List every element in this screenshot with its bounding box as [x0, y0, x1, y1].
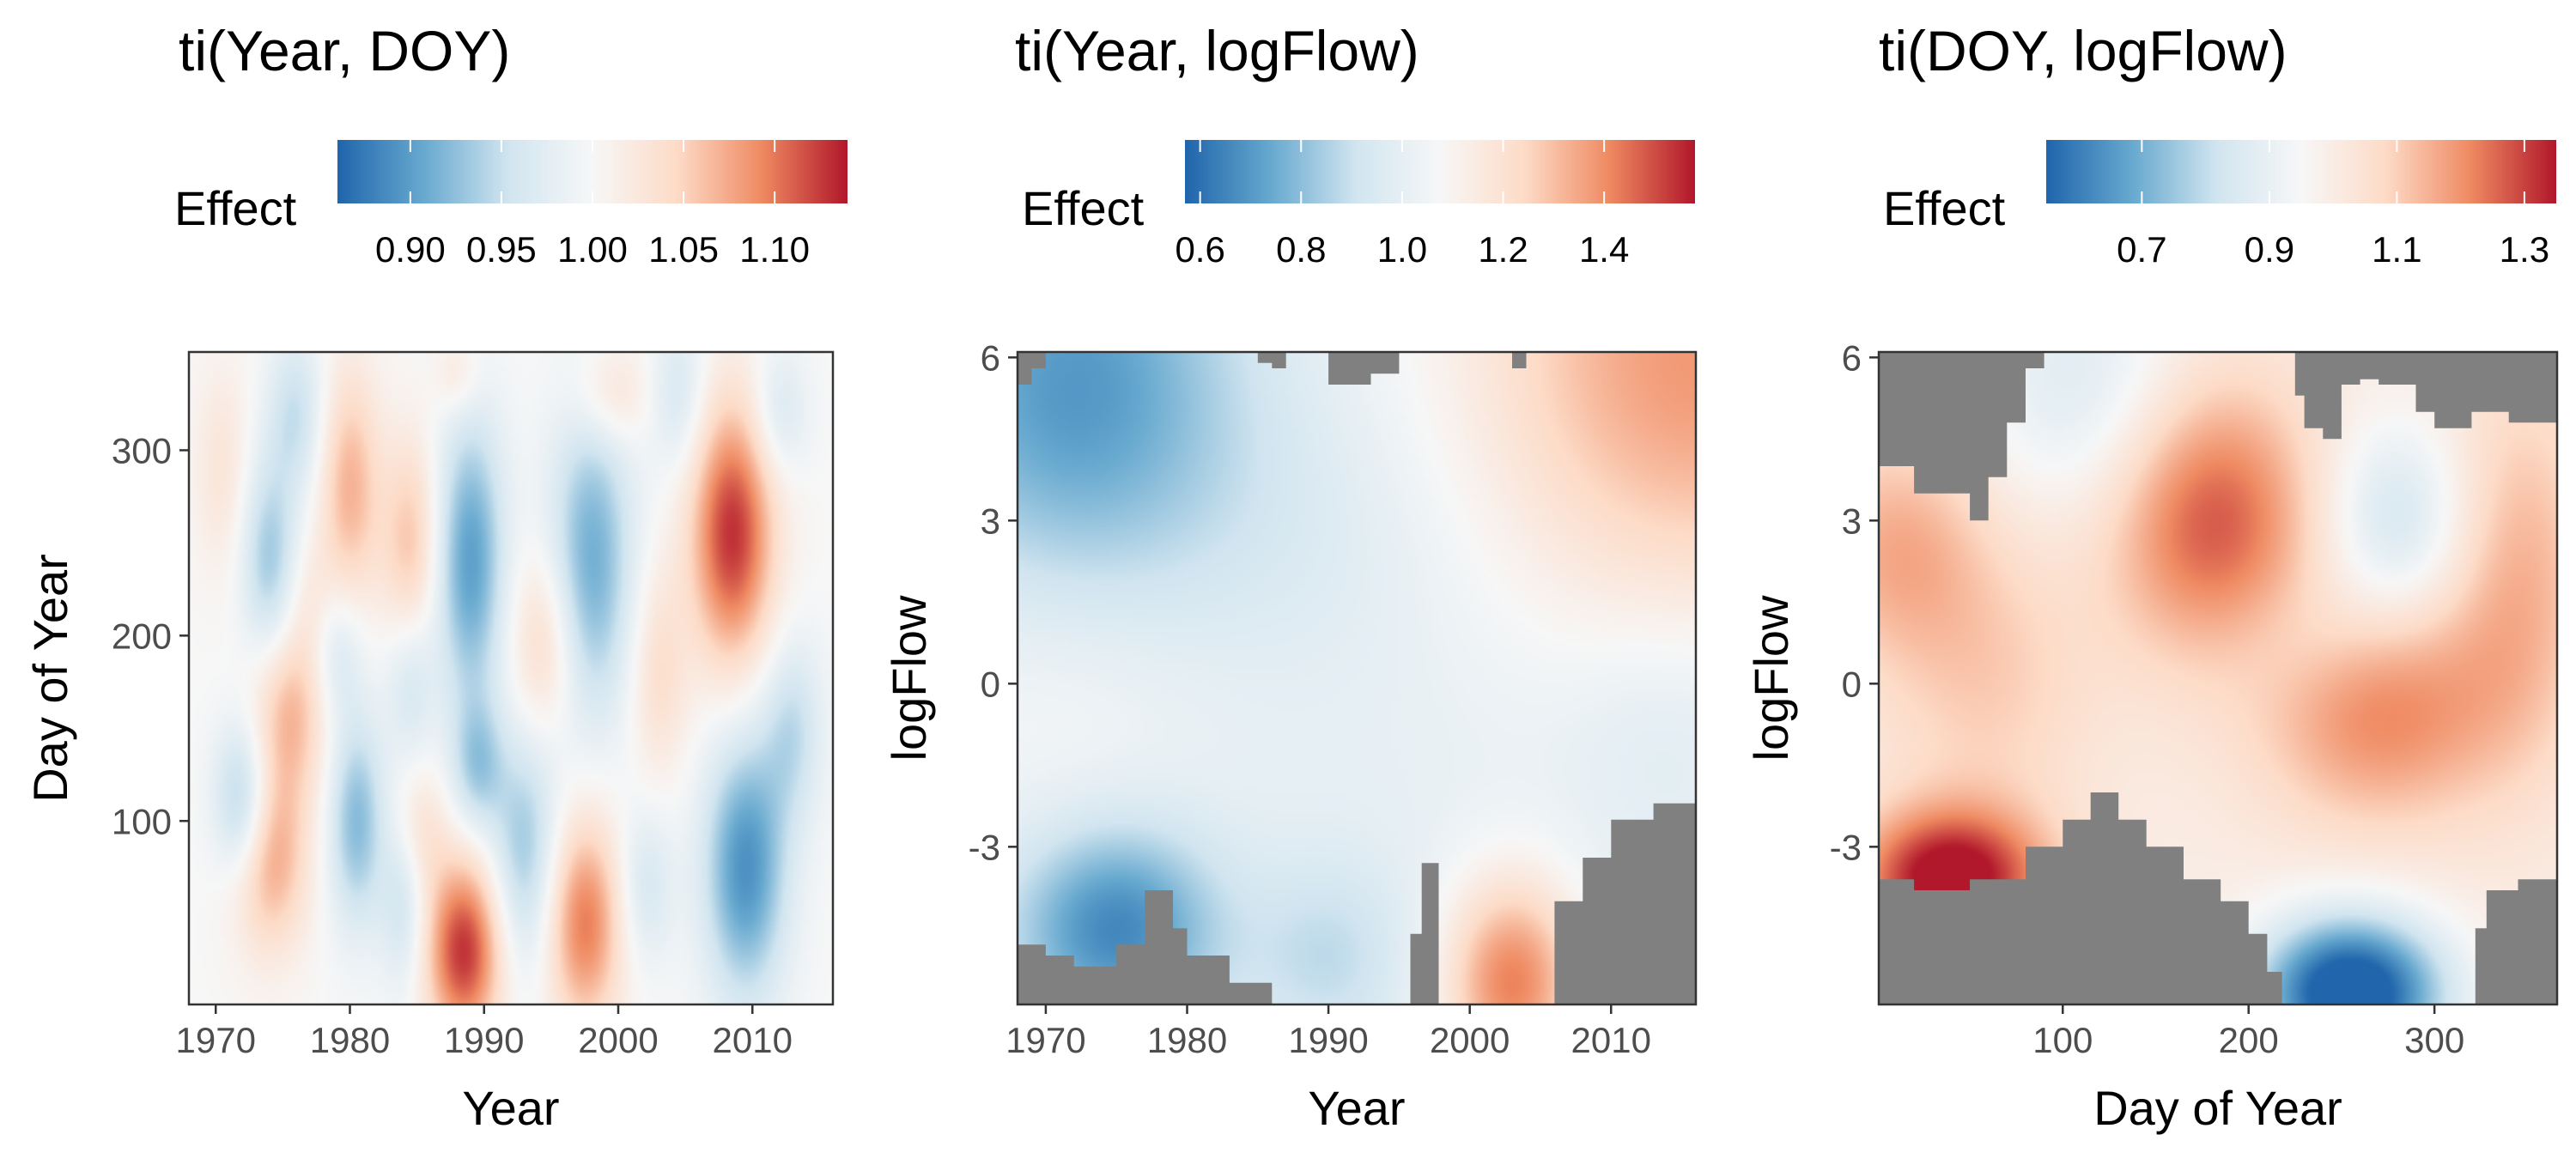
legend-tick-label: 0.9 [2245, 229, 2294, 270]
x-tick-label: 2000 [1430, 1020, 1510, 1060]
y-tick-label: 3 [1842, 501, 1862, 541]
y-tick-label: 300 [112, 430, 172, 470]
no-data-region [2294, 352, 2557, 440]
no-data-regions [1018, 352, 1696, 1004]
y-axis-title: logFlow [882, 595, 936, 762]
y-tick-label: 0 [981, 664, 1000, 704]
y-tick-label: 100 [112, 801, 172, 841]
x-tick-label: 1980 [310, 1020, 390, 1060]
axes [1869, 356, 2436, 1014]
no-data-region [1512, 352, 1527, 368]
x-axis-title: Year [1308, 1081, 1405, 1135]
legend-ticks [409, 140, 776, 203]
panel-year-doy: ti(Year, DOY) Effect 0.90 0.95 1.00 1.05… [23, 19, 848, 1135]
x-tick-label: 2000 [578, 1020, 658, 1060]
legend-tick-label: 1.1 [2372, 229, 2421, 270]
x-tick-label: 2010 [1571, 1020, 1651, 1060]
no-data-region [1328, 352, 1400, 385]
no-data-region [1257, 352, 1286, 368]
plot-panel-border [187, 350, 835, 1006]
legend-colorbar-fill [2046, 140, 2556, 203]
no-data-region [1879, 792, 2282, 1004]
axes [1008, 356, 1613, 1014]
legend-title: Effect [1883, 181, 2006, 235]
legend-tick-label: 0.90 [375, 229, 446, 270]
legend-ticks [1199, 140, 1606, 203]
heatmap-surface [189, 352, 833, 1004]
x-tick-label: 1970 [1005, 1020, 1085, 1060]
no-data-region [2475, 879, 2557, 1004]
y-tick-label: 3 [981, 501, 1000, 541]
x-tick-label: 1990 [444, 1020, 524, 1060]
no-data-region [1410, 863, 1439, 1004]
plot-panel-border [1877, 350, 2559, 1006]
y-tick-label: -3 [969, 827, 1000, 867]
x-tick-label: 1970 [176, 1020, 256, 1060]
chart-title: ti(DOY, logFlow) [1879, 19, 2287, 82]
panel-doy-logflow: ti(DOY, logFlow) Effect 0.7 0.9 1.1 1.3 … [1744, 19, 2559, 1135]
x-tick-label: 1980 [1147, 1020, 1227, 1060]
legend-tick-label: 1.0 [1377, 229, 1427, 270]
legend-tick-label: 1.4 [1579, 229, 1629, 270]
legend-ticks [2141, 140, 2525, 203]
y-tick-label: 0 [1842, 664, 1862, 704]
y-tick-label: 200 [112, 616, 172, 656]
y-axis-title: logFlow [1744, 595, 1798, 762]
no-data-region [1554, 803, 1696, 1004]
chart-title: ti(Year, DOY) [179, 19, 510, 82]
legend-colorbar-fill [1185, 140, 1695, 203]
legend-tick-label: 1.10 [739, 229, 810, 270]
legend-tick-label: 1.3 [2500, 229, 2549, 270]
y-tick-label: 6 [1842, 337, 1862, 378]
x-axis-title: Day of Year [2093, 1081, 2342, 1135]
legend-tick-label: 0.95 [466, 229, 537, 270]
x-tick-label: 100 [2032, 1020, 2093, 1060]
legend-tick-label: 0.6 [1175, 229, 1224, 270]
legend-tick-label: 1.05 [648, 229, 719, 270]
legend-tick-label: 1.00 [557, 229, 628, 270]
x-tick-label: 1990 [1288, 1020, 1368, 1060]
no-data-regions [1879, 352, 2557, 1004]
no-data-region [1018, 352, 1046, 385]
chart-title: ti(Year, logFlow) [1015, 19, 1419, 82]
no-data-region [1879, 352, 2044, 521]
legend-title: Effect [174, 181, 297, 235]
x-tick-label: 200 [2219, 1020, 2279, 1060]
legend-tick-label: 0.7 [2117, 229, 2166, 270]
x-tick-label: 2010 [713, 1020, 793, 1060]
legend-tick-label: 0.8 [1276, 229, 1326, 270]
panel-year-logflow: ti(Year, logFlow) Effect 0.6 0.8 1.0 1.2… [882, 19, 1698, 1135]
axes [179, 449, 754, 1014]
plot-panel-border [1016, 350, 1698, 1006]
y-tick-label: 6 [981, 337, 1000, 378]
legend-title: Effect [1022, 181, 1145, 235]
y-tick-label: -3 [1830, 827, 1862, 867]
no-data-region [1018, 890, 1273, 1004]
x-axis-title: Year [462, 1081, 559, 1135]
y-axis-title: Day of Year [23, 554, 77, 803]
x-tick-label: 300 [2404, 1020, 2464, 1060]
legend-tick-label: 1.2 [1478, 229, 1528, 270]
